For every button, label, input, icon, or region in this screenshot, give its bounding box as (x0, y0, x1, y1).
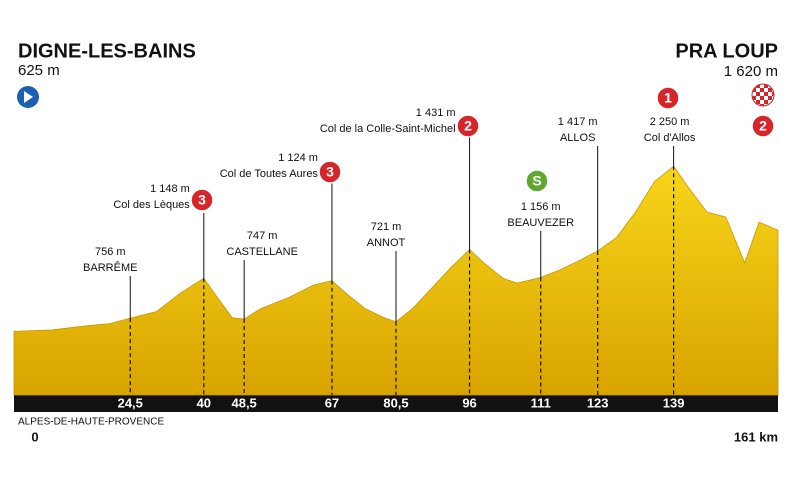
region: ALPES-DE-HAUTE-PROVENCE (18, 417, 164, 428)
waypoint-name: Col de la Colle-Saint-Michel (320, 123, 456, 135)
waypoint-name: ALLOS (560, 132, 595, 144)
waypoint-altitude: 721 m (371, 221, 402, 233)
x-tick-label: 161 km (734, 429, 778, 444)
category-label: 2 (759, 118, 767, 134)
x-tick-label: 111 (531, 395, 551, 410)
waypoint-altitude: 1 417 m (558, 116, 598, 128)
waypoint-name: BEAUVEZER (507, 217, 574, 229)
x-tick-label: 96 (462, 395, 476, 410)
category-icon (190, 188, 214, 212)
start-name: DIGNE-LES-BAINS (18, 40, 196, 62)
x-tick-label: 123 (587, 395, 609, 410)
category-label: 3 (198, 192, 206, 208)
x-tick-label: 40 (197, 395, 211, 410)
category-icon (751, 114, 775, 138)
x-tick-label: 139 (663, 395, 685, 410)
waypoint-name: Col des Lèques (113, 199, 190, 211)
x-tick-label: 48,5 (231, 395, 256, 410)
category-icon (525, 169, 549, 193)
category-label: 2 (464, 118, 472, 134)
category-label: S (532, 173, 541, 189)
category-icon (318, 160, 342, 184)
x-tick-label: 80,5 (383, 395, 408, 410)
waypoint-altitude: 756 m (95, 246, 126, 258)
waypoint-name: Col de Toutes Aures (220, 168, 319, 180)
x-tick-label: 24,5 (118, 395, 143, 410)
finish-name: PRA LOUP (675, 40, 778, 62)
x-tick-label: 0 (31, 429, 38, 444)
waypoint-name: ANNOT (367, 237, 406, 249)
waypoint-name: CASTELLANE (226, 246, 298, 258)
waypoint-name: BARRÊME (83, 261, 137, 274)
distance-bar (14, 395, 778, 412)
waypoint-name: Col d'Allos (644, 132, 696, 144)
category-label: 1 (664, 90, 672, 106)
finish-flag (751, 83, 775, 107)
waypoint-altitude: 747 m (247, 230, 278, 242)
start-icon-arrow (24, 91, 33, 103)
start-altitude: 625 m (18, 62, 60, 79)
waypoint-altitude: 1 148 m (150, 183, 190, 195)
waypoint-altitude: 1 124 m (278, 152, 318, 164)
category-icon (656, 86, 680, 110)
x-tick-label: 67 (325, 395, 339, 410)
category-label: 3 (326, 164, 334, 180)
finish-altitude: 1 620 m (724, 63, 778, 80)
waypoint-altitude: 1 156 m (521, 201, 561, 213)
category-icon (456, 114, 480, 138)
waypoint-altitude: 2 250 m (650, 116, 690, 128)
waypoint-altitude: 1 431 m (416, 107, 456, 119)
